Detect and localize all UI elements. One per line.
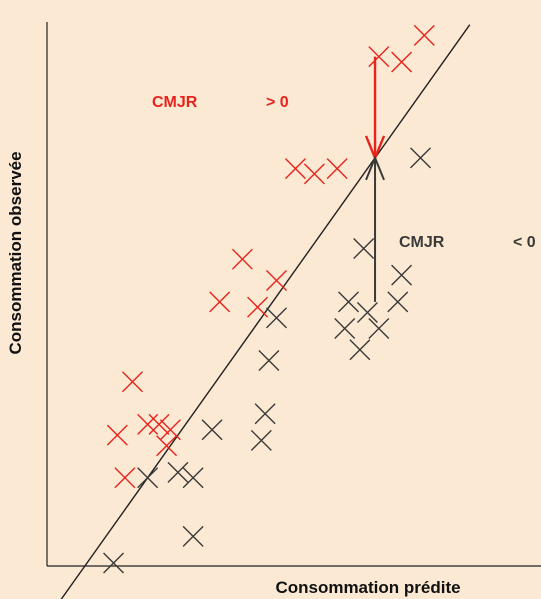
positive-point-2 (391, 51, 413, 73)
negative-point-5 (368, 317, 390, 339)
x-axis-label: Consommation prédite (275, 578, 460, 597)
negative-point-13 (250, 429, 272, 451)
points-layer (103, 24, 435, 574)
negative-point-16 (182, 467, 204, 489)
negative-point-6 (338, 291, 360, 313)
positive-point-3 (121, 371, 143, 393)
positive-point-11 (247, 296, 269, 318)
negative-point-11 (201, 419, 223, 441)
negative-point-10 (258, 349, 280, 371)
diagonal-line (60, 24, 471, 599)
negative-point-2 (391, 264, 413, 286)
positive-point-7 (148, 413, 170, 435)
positive-point-12 (231, 248, 253, 270)
negative-point-0 (410, 147, 432, 169)
negative-point-9 (266, 307, 287, 329)
negative-point-12 (254, 403, 276, 425)
annotation-negative-value: < 0 (513, 234, 536, 251)
negative-point-8 (349, 339, 371, 361)
positive-point-4 (106, 424, 128, 446)
positive-point-0 (368, 46, 390, 68)
negative-point-17 (182, 525, 204, 547)
positive-point-14 (303, 163, 325, 185)
positive-point-13 (266, 270, 287, 292)
positive-point-8 (159, 419, 181, 441)
negative-residual-arrow (365, 155, 385, 302)
arrows-layer (364, 56, 386, 302)
negative-point-4 (356, 301, 378, 323)
negative-point-1 (353, 238, 375, 260)
positive-point-1 (413, 24, 435, 46)
annotation-cmjr-negative-label: CMJR (399, 234, 445, 251)
negative-point-15 (167, 461, 189, 483)
positive-point-5 (114, 467, 136, 489)
positive-point-6 (137, 413, 159, 435)
positive-point-10 (209, 291, 231, 313)
annotation-positive-value: > 0 (266, 94, 289, 111)
negative-point-14 (137, 467, 159, 489)
negative-point-7 (334, 317, 356, 339)
y-axis-label: Consommation observée (6, 151, 25, 354)
positive-point-9 (156, 435, 178, 457)
annotation-cmjr-positive-label: CMJR (152, 94, 198, 111)
positive-point-16 (326, 158, 348, 180)
negative-point-3 (387, 291, 409, 313)
positive-point-15 (284, 158, 306, 180)
positive-residual-arrow (364, 56, 386, 162)
negative-point-18 (103, 552, 125, 574)
